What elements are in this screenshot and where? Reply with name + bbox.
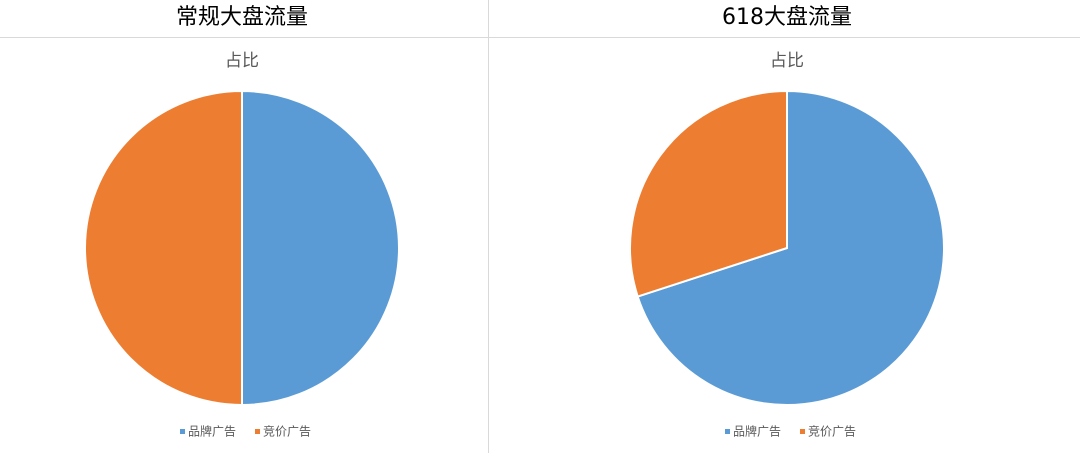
pie-slice <box>636 89 945 406</box>
column-header: 常规大盘流量 <box>176 5 308 30</box>
legend-marker <box>800 429 805 434</box>
pie-slice <box>241 89 400 407</box>
legend-marker <box>725 429 730 434</box>
chart-title: 占比 <box>770 51 804 71</box>
legend-marker <box>255 429 260 434</box>
legend-label: 品牌广告 <box>733 425 781 439</box>
column-header: 618大盘流量 <box>722 5 852 30</box>
pie-slice <box>84 89 243 407</box>
legend-marker <box>180 429 185 434</box>
legend-label: 竞价广告 <box>263 425 311 439</box>
pie-slice <box>629 89 788 298</box>
legend-label: 竞价广告 <box>808 425 856 439</box>
chart-title: 占比 <box>225 51 259 71</box>
legend-label: 品牌广告 <box>188 425 236 439</box>
